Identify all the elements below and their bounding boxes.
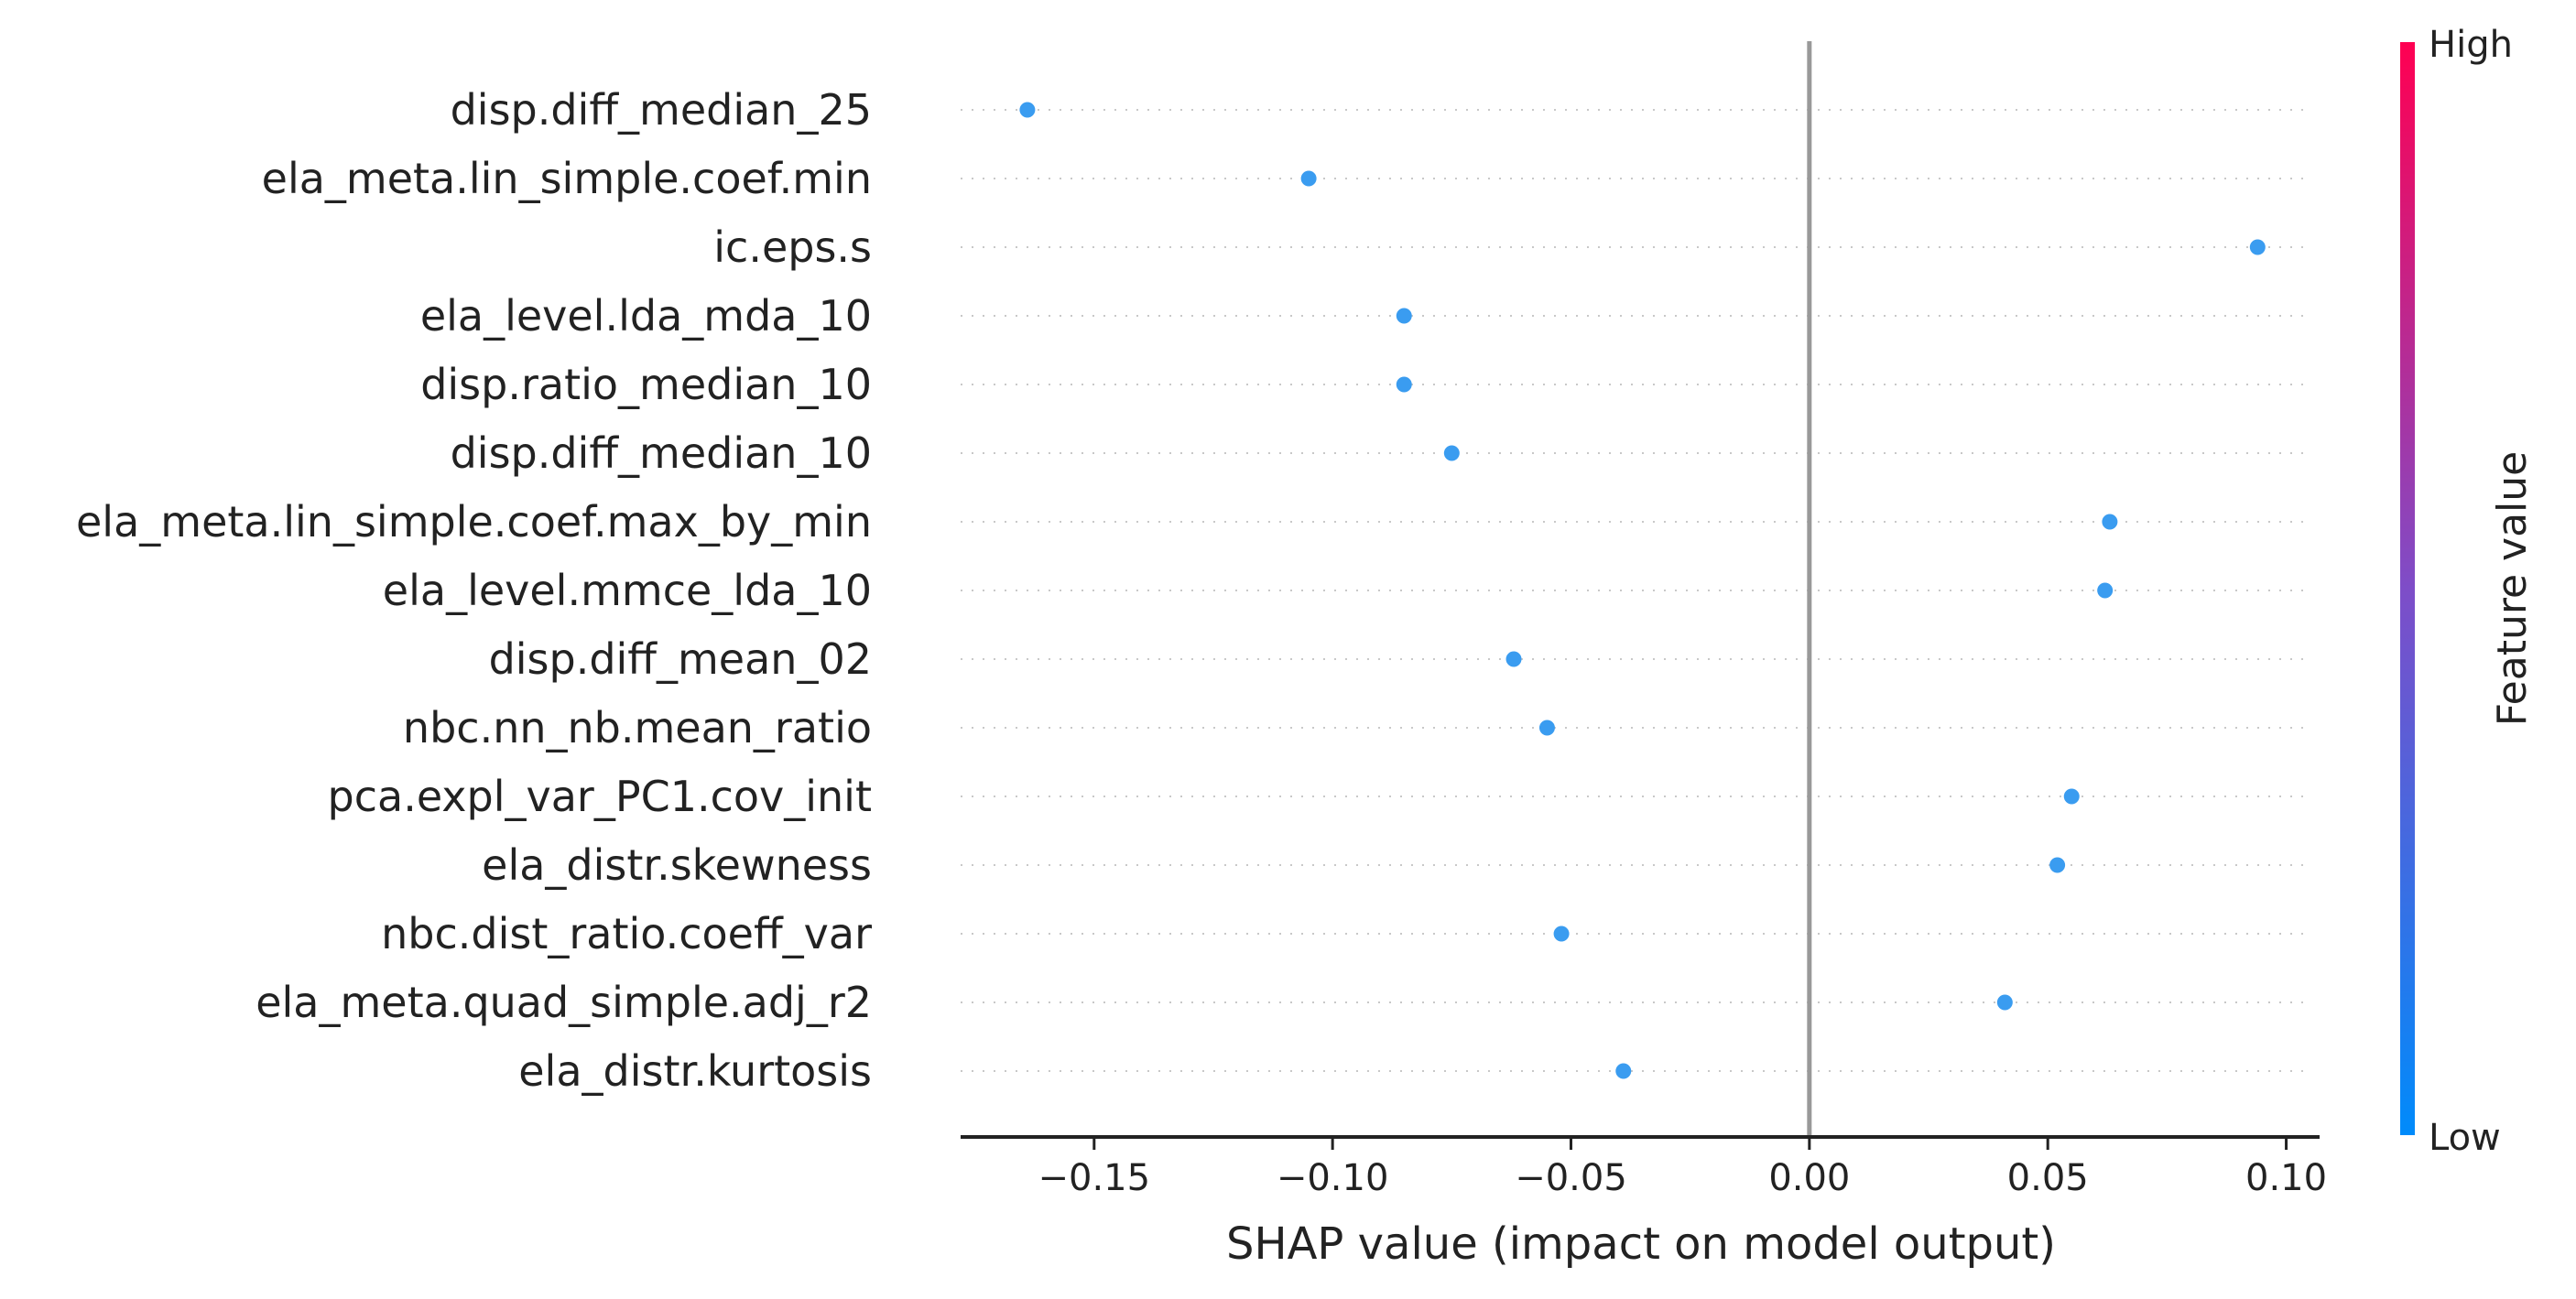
data-point xyxy=(2063,788,2080,805)
feature-label: ela_meta.lin_simple.coef.min xyxy=(262,154,872,203)
data-point xyxy=(1396,308,1412,324)
x-tick-label: −0.15 xyxy=(1038,1157,1151,1199)
feature-label: disp.ratio_median_10 xyxy=(420,360,872,409)
colorbar-low-label: Low xyxy=(2429,1117,2501,1159)
feature-label: nbc.nn_nb.mean_ratio xyxy=(403,703,872,752)
data-point xyxy=(1396,376,1412,393)
colorbar-gradient xyxy=(2400,42,2415,1135)
x-tick-label: 0.00 xyxy=(1768,1157,1850,1199)
colorbar-title: Feature value xyxy=(2489,451,2536,726)
x-tick-label: 0.10 xyxy=(2245,1157,2327,1199)
feature-label: ela_level.lda_mda_10 xyxy=(420,291,872,341)
colorbar-high-label: High xyxy=(2429,24,2513,66)
colorbar: High Low Feature value xyxy=(2400,24,2536,1159)
feature-label: disp.diff_median_10 xyxy=(451,428,872,478)
x-ticks: −0.15 −0.10 −0.05 0.00 0.05 0.10 xyxy=(1038,1137,2327,1199)
data-point xyxy=(2249,239,2266,255)
feature-label: pca.expl_var_PC1.cov_init xyxy=(328,772,872,821)
data-point xyxy=(1996,994,2013,1011)
data-point xyxy=(1300,170,1317,187)
feature-label: ic.eps.s xyxy=(713,222,872,272)
x-axis: −0.15 −0.10 −0.05 0.00 0.05 0.10 SHAP value (… xyxy=(961,1135,2327,1270)
data-point xyxy=(1443,445,1460,461)
feature-label: ela_meta.quad_simple.adj_r2 xyxy=(255,978,872,1027)
feature-label: nbc.dist_ratio.coeff_var xyxy=(381,909,872,958)
feature-label: ela_distr.kurtosis xyxy=(518,1046,872,1096)
x-axis-label: SHAP value (impact on model output) xyxy=(1226,1218,2056,1270)
feature-label: ela_level.mmce_lda_10 xyxy=(383,566,872,615)
feature-label: disp.diff_mean_02 xyxy=(489,634,872,684)
data-point xyxy=(1019,102,1036,118)
data-point xyxy=(1505,651,1522,667)
feature-label: disp.diff_median_25 xyxy=(451,85,872,135)
data-point xyxy=(1538,720,1555,736)
x-tick-label: 0.05 xyxy=(2007,1157,2089,1199)
data-point xyxy=(2049,857,2066,873)
data-points xyxy=(1019,102,2266,1079)
data-point xyxy=(1553,926,1570,942)
data-point xyxy=(2097,582,2114,599)
feature-label: ela_meta.lin_simple.coef.max_by_min xyxy=(76,497,872,547)
data-point xyxy=(2102,514,2118,530)
feature-label: ela_distr.skewness xyxy=(482,840,872,890)
data-point xyxy=(1615,1063,1632,1079)
x-tick-label: −0.10 xyxy=(1277,1157,1389,1199)
feature-labels: disp.diff_median_25 ela_meta.lin_simple.c… xyxy=(76,85,872,1096)
x-tick-label: −0.05 xyxy=(1515,1157,1627,1199)
